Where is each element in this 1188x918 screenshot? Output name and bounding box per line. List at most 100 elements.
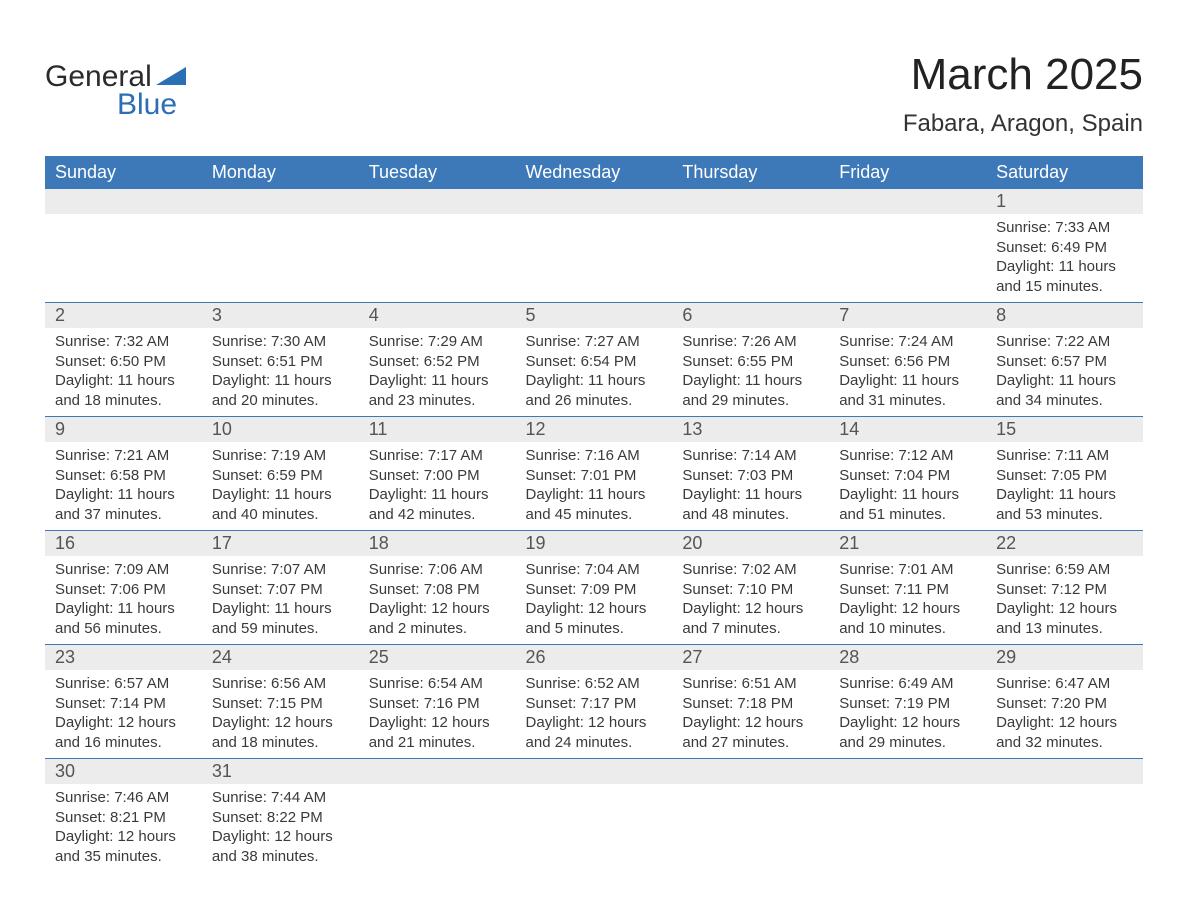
sunrise-line: Sunrise: 7:26 AM [682,332,819,352]
sunset-line: Sunset: 6:55 PM [682,352,819,372]
calendar-cell [986,759,1143,873]
sunset-line: Sunset: 7:10 PM [682,580,819,600]
weekday-header: Saturday [986,156,1143,189]
daylight-line: Daylight: 11 hours and 48 minutes. [682,485,819,524]
sunset-line: Sunset: 7:20 PM [996,694,1133,714]
day-number: 16 [45,531,202,556]
daylight-line: Daylight: 11 hours and 56 minutes. [55,599,192,638]
calendar-week-row: 9Sunrise: 7:21 AMSunset: 6:58 PMDaylight… [45,417,1143,531]
calendar-cell: 31Sunrise: 7:44 AMSunset: 8:22 PMDayligh… [202,759,359,873]
calendar-cell: 29Sunrise: 6:47 AMSunset: 7:20 PMDayligh… [986,645,1143,759]
calendar-cell: 23Sunrise: 6:57 AMSunset: 7:14 PMDayligh… [45,645,202,759]
sunrise-line: Sunrise: 7:30 AM [212,332,349,352]
day-number [672,759,829,784]
daylight-line: Daylight: 11 hours and 31 minutes. [839,371,976,410]
day-number: 12 [516,417,673,442]
day-data: Sunrise: 7:06 AMSunset: 7:08 PMDaylight:… [359,556,516,644]
calendar-cell: 16Sunrise: 7:09 AMSunset: 7:06 PMDayligh… [45,531,202,645]
daylight-line: Daylight: 11 hours and 42 minutes. [369,485,506,524]
day-data: Sunrise: 7:12 AMSunset: 7:04 PMDaylight:… [829,442,986,530]
calendar-cell [45,189,202,303]
day-number: 1 [986,189,1143,214]
weekday-header: Friday [829,156,986,189]
day-number [359,759,516,784]
day-data: Sunrise: 6:59 AMSunset: 7:12 PMDaylight:… [986,556,1143,644]
sunset-line: Sunset: 7:01 PM [526,466,663,486]
sunrise-line: Sunrise: 7:19 AM [212,446,349,466]
sunrise-line: Sunrise: 7:09 AM [55,560,192,580]
daylight-line: Daylight: 12 hours and 35 minutes. [55,827,192,866]
sunset-line: Sunset: 7:15 PM [212,694,349,714]
day-number: 9 [45,417,202,442]
daylight-line: Daylight: 12 hours and 21 minutes. [369,713,506,752]
calendar-week-row: 16Sunrise: 7:09 AMSunset: 7:06 PMDayligh… [45,531,1143,645]
daylight-line: Daylight: 11 hours and 53 minutes. [996,485,1133,524]
day-number: 13 [672,417,829,442]
day-number: 14 [829,417,986,442]
calendar-cell: 26Sunrise: 6:52 AMSunset: 7:17 PMDayligh… [516,645,673,759]
sunrise-line: Sunrise: 7:29 AM [369,332,506,352]
sunset-line: Sunset: 7:03 PM [682,466,819,486]
day-number: 4 [359,303,516,328]
sunrise-line: Sunrise: 6:51 AM [682,674,819,694]
sunrise-line: Sunrise: 7:24 AM [839,332,976,352]
day-number: 23 [45,645,202,670]
calendar-cell: 4Sunrise: 7:29 AMSunset: 6:52 PMDaylight… [359,303,516,417]
day-number: 30 [45,759,202,784]
calendar-cell: 24Sunrise: 6:56 AMSunset: 7:15 PMDayligh… [202,645,359,759]
calendar-cell: 1Sunrise: 7:33 AMSunset: 6:49 PMDaylight… [986,189,1143,303]
sunset-line: Sunset: 8:21 PM [55,808,192,828]
sunset-line: Sunset: 7:00 PM [369,466,506,486]
sunrise-line: Sunrise: 6:57 AM [55,674,192,694]
daylight-line: Daylight: 11 hours and 59 minutes. [212,599,349,638]
sunset-line: Sunset: 6:49 PM [996,238,1133,258]
day-data: Sunrise: 7:19 AMSunset: 6:59 PMDaylight:… [202,442,359,530]
sunrise-line: Sunrise: 7:27 AM [526,332,663,352]
day-number: 17 [202,531,359,556]
sunset-line: Sunset: 7:05 PM [996,466,1133,486]
day-number: 6 [672,303,829,328]
daylight-line: Daylight: 12 hours and 32 minutes. [996,713,1133,752]
location: Fabara, Aragon, Spain [903,110,1143,138]
calendar-cell [829,759,986,873]
calendar-cell [516,189,673,303]
day-data: Sunrise: 6:51 AMSunset: 7:18 PMDaylight:… [672,670,829,758]
sunrise-line: Sunrise: 6:56 AM [212,674,349,694]
sunset-line: Sunset: 7:14 PM [55,694,192,714]
sunrise-line: Sunrise: 7:02 AM [682,560,819,580]
sunset-line: Sunset: 7:17 PM [526,694,663,714]
calendar-cell [202,189,359,303]
calendar-cell: 9Sunrise: 7:21 AMSunset: 6:58 PMDaylight… [45,417,202,531]
calendar-cell: 6Sunrise: 7:26 AMSunset: 6:55 PMDaylight… [672,303,829,417]
day-number: 15 [986,417,1143,442]
sunrise-line: Sunrise: 7:01 AM [839,560,976,580]
day-number: 24 [202,645,359,670]
daylight-line: Daylight: 11 hours and 26 minutes. [526,371,663,410]
day-number: 2 [45,303,202,328]
sunrise-line: Sunrise: 7:33 AM [996,218,1133,238]
day-data: Sunrise: 7:29 AMSunset: 6:52 PMDaylight:… [359,328,516,416]
calendar-cell: 7Sunrise: 7:24 AMSunset: 6:56 PMDaylight… [829,303,986,417]
calendar-cell [672,759,829,873]
day-data: Sunrise: 7:22 AMSunset: 6:57 PMDaylight:… [986,328,1143,416]
calendar-cell: 22Sunrise: 6:59 AMSunset: 7:12 PMDayligh… [986,531,1143,645]
day-data: Sunrise: 7:27 AMSunset: 6:54 PMDaylight:… [516,328,673,416]
calendar-cell: 12Sunrise: 7:16 AMSunset: 7:01 PMDayligh… [516,417,673,531]
day-number [829,759,986,784]
calendar-header-row: SundayMondayTuesdayWednesdayThursdayFrid… [45,156,1143,189]
day-data: Sunrise: 6:49 AMSunset: 7:19 PMDaylight:… [829,670,986,758]
sunrise-line: Sunrise: 7:14 AM [682,446,819,466]
day-data [986,784,1143,794]
day-data: Sunrise: 7:09 AMSunset: 7:06 PMDaylight:… [45,556,202,644]
sunset-line: Sunset: 6:57 PM [996,352,1133,372]
day-data: Sunrise: 7:32 AMSunset: 6:50 PMDaylight:… [45,328,202,416]
weekday-header: Sunday [45,156,202,189]
day-number: 21 [829,531,986,556]
day-data: Sunrise: 7:02 AMSunset: 7:10 PMDaylight:… [672,556,829,644]
sunrise-line: Sunrise: 6:54 AM [369,674,506,694]
sunrise-line: Sunrise: 6:52 AM [526,674,663,694]
sunrise-line: Sunrise: 6:49 AM [839,674,976,694]
day-number [672,189,829,214]
day-data: Sunrise: 7:16 AMSunset: 7:01 PMDaylight:… [516,442,673,530]
calendar-cell: 10Sunrise: 7:19 AMSunset: 6:59 PMDayligh… [202,417,359,531]
